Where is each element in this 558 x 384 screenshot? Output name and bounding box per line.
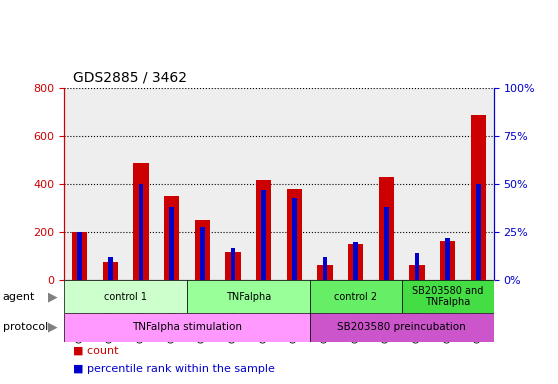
Text: agent: agent bbox=[3, 291, 35, 302]
Bar bbox=[261, 190, 266, 280]
Bar bbox=[64, 313, 310, 342]
Bar bbox=[415, 253, 420, 280]
Bar bbox=[287, 189, 302, 280]
Text: protocol: protocol bbox=[3, 322, 48, 333]
Bar bbox=[200, 227, 205, 280]
Bar bbox=[353, 242, 358, 280]
Bar bbox=[256, 180, 271, 280]
Text: GDS2885 / 3462: GDS2885 / 3462 bbox=[73, 71, 186, 84]
Bar bbox=[169, 207, 174, 280]
Text: SB203580 and
TNFalpha: SB203580 and TNFalpha bbox=[412, 286, 483, 308]
Bar bbox=[138, 184, 143, 280]
Bar bbox=[164, 196, 179, 280]
Bar bbox=[476, 184, 481, 280]
Text: control 2: control 2 bbox=[334, 291, 377, 302]
Bar bbox=[323, 257, 328, 280]
Text: control 1: control 1 bbox=[104, 291, 147, 302]
Bar bbox=[440, 241, 455, 280]
Text: SB203580 preincubation: SB203580 preincubation bbox=[338, 322, 466, 333]
Bar bbox=[445, 238, 450, 280]
Bar bbox=[133, 163, 148, 280]
Bar bbox=[64, 280, 187, 313]
Text: ■ percentile rank within the sample: ■ percentile rank within the sample bbox=[73, 364, 275, 374]
Bar bbox=[108, 257, 113, 280]
Text: ▶: ▶ bbox=[48, 321, 58, 334]
Bar bbox=[402, 280, 494, 313]
Bar bbox=[379, 177, 394, 280]
Bar bbox=[410, 265, 425, 280]
Bar bbox=[471, 115, 486, 280]
Bar bbox=[103, 262, 118, 280]
Text: TNFalpha: TNFalpha bbox=[225, 291, 271, 302]
Text: ■ count: ■ count bbox=[73, 346, 118, 356]
Bar bbox=[384, 207, 389, 280]
Bar bbox=[318, 265, 333, 280]
Bar bbox=[225, 252, 240, 280]
Text: ▶: ▶ bbox=[48, 290, 58, 303]
Bar bbox=[348, 244, 363, 280]
Bar bbox=[310, 313, 494, 342]
Bar bbox=[187, 280, 310, 313]
Bar bbox=[230, 248, 235, 280]
Bar bbox=[310, 280, 402, 313]
Bar bbox=[77, 232, 82, 280]
Text: TNFalpha stimulation: TNFalpha stimulation bbox=[132, 322, 242, 333]
Bar bbox=[292, 198, 297, 280]
Bar bbox=[195, 220, 210, 280]
Bar bbox=[72, 232, 87, 280]
